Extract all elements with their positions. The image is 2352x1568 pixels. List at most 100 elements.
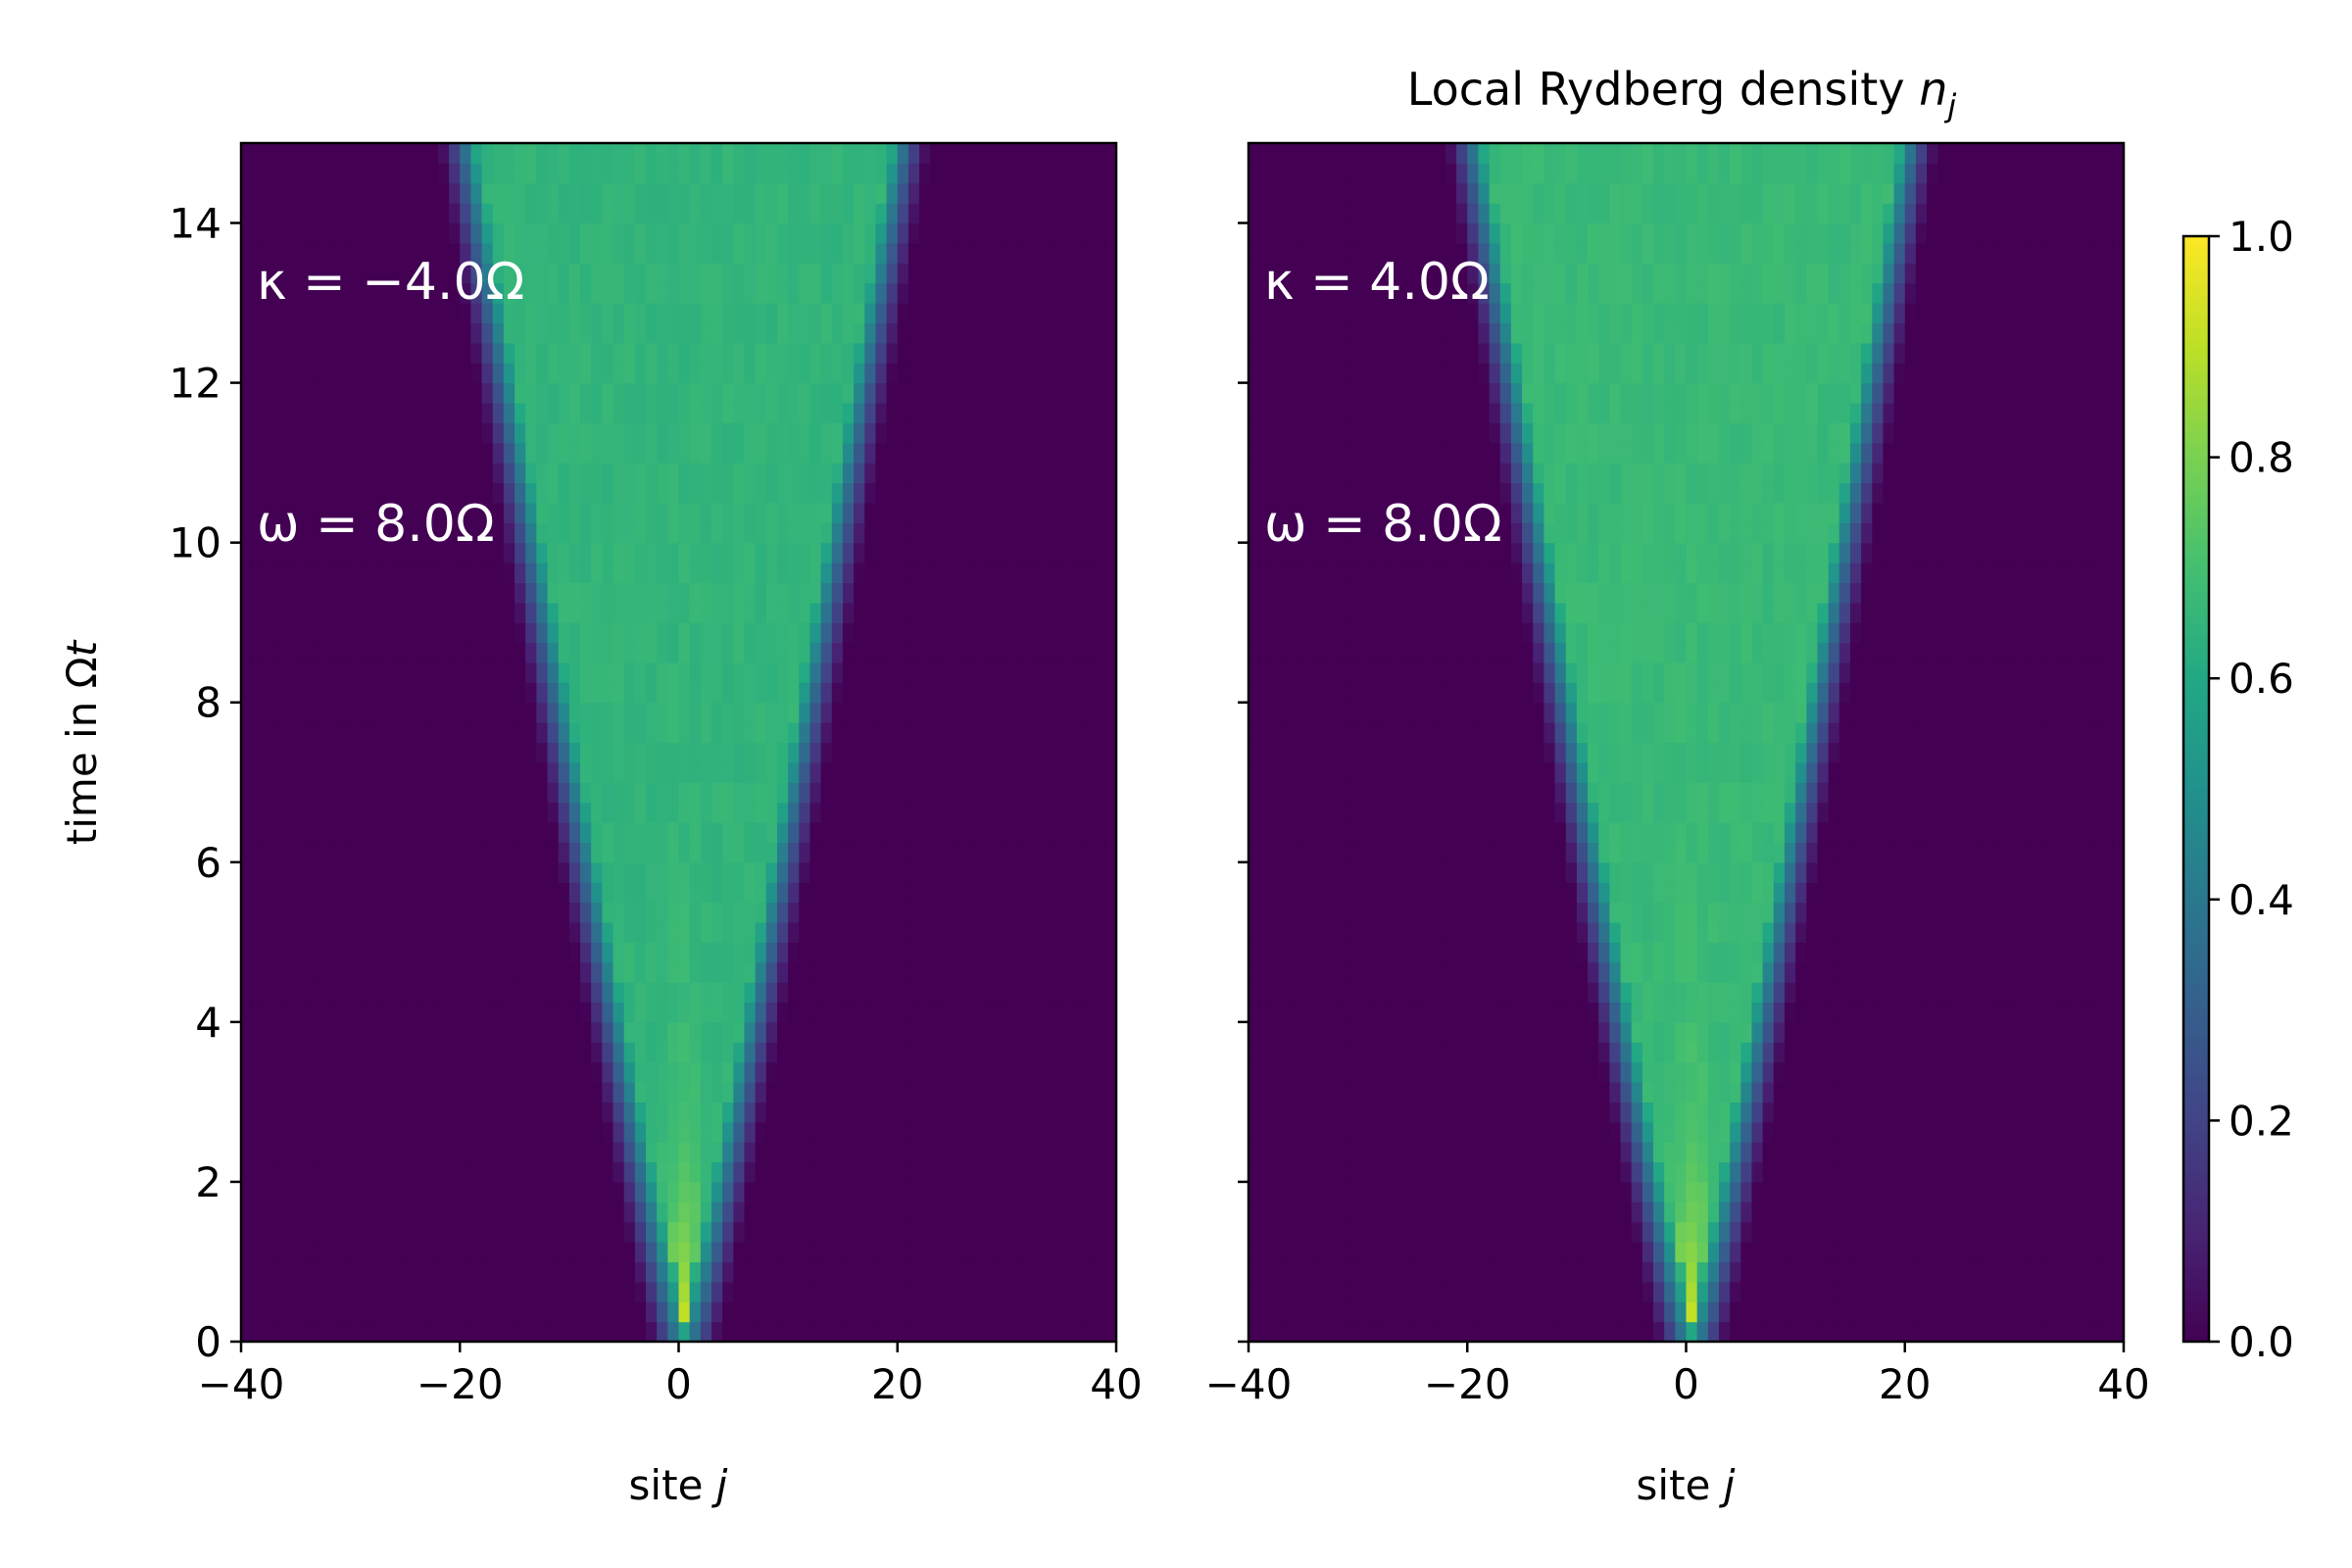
heatmap-cell	[416, 1082, 428, 1102]
heatmap-cell	[449, 1161, 461, 1183]
heatmap-cell	[492, 822, 505, 844]
heatmap-cell	[318, 382, 329, 404]
heatmap-cell	[416, 902, 428, 923]
heatmap-cell	[788, 761, 800, 783]
heatmap-cell	[623, 1321, 636, 1343]
heatmap-cell	[383, 182, 395, 204]
heatmap-cell	[897, 722, 909, 744]
heatmap-cell	[722, 1042, 734, 1063]
heatmap-cell	[580, 363, 592, 384]
heatmap-cell	[339, 842, 352, 863]
heatmap-cell	[350, 902, 363, 923]
heatmap-cell	[744, 982, 757, 1004]
heatmap-cell	[952, 582, 964, 604]
heatmap-cell	[875, 942, 888, 963]
heatmap-cell	[831, 342, 844, 364]
heatmap-cell	[383, 1042, 395, 1063]
heatmap-cell	[897, 902, 909, 923]
heatmap-cell	[799, 702, 811, 723]
heatmap-cell	[437, 463, 450, 484]
heatmap-cell	[405, 482, 417, 504]
heatmap-cell	[241, 1301, 253, 1323]
heatmap-cell	[678, 502, 691, 523]
heatmap-cell	[809, 822, 822, 844]
heatmap-cell	[1094, 163, 1106, 184]
heatmap-cell	[394, 342, 407, 364]
heatmap-cell	[263, 961, 275, 983]
heatmap-cell	[1104, 1281, 1117, 1302]
heatmap-cell	[985, 163, 997, 184]
heatmap-cell	[536, 1121, 549, 1143]
heatmap-cell	[1039, 961, 1052, 983]
heatmap-cell	[1051, 921, 1062, 943]
heatmap-cell	[426, 1061, 439, 1083]
heatmap-cell	[854, 902, 865, 923]
heatmap-cell	[700, 1002, 712, 1023]
heatmap-cell	[788, 182, 800, 204]
heatmap-cell	[405, 902, 417, 923]
heatmap-cell	[623, 882, 636, 904]
heatmap-cell	[536, 702, 549, 723]
heatmap-cell	[854, 203, 865, 224]
heatmap-cell	[481, 921, 494, 943]
heatmap-cell	[1686, 1321, 1698, 1343]
heatmap-cell	[788, 702, 800, 723]
heatmap-cell	[394, 1021, 407, 1043]
heatmap-cell	[930, 522, 942, 544]
heatmap-cell	[634, 1042, 647, 1063]
heatmap-cell	[580, 502, 592, 523]
heatmap-cell	[820, 602, 833, 623]
heatmap-cell	[602, 1221, 614, 1243]
heatmap-cell	[1061, 263, 1073, 284]
heatmap-cell	[514, 942, 526, 963]
heatmap-cell	[919, 222, 931, 244]
heatmap-cell	[667, 1121, 680, 1143]
heatmap-cell	[1061, 242, 1073, 264]
heatmap-cell	[252, 882, 264, 904]
heatmap-cell	[405, 143, 417, 164]
heatmap-cell	[623, 222, 636, 244]
heatmap-cell	[820, 1021, 833, 1043]
heatmap-cell	[842, 942, 855, 963]
heatmap-cell	[416, 961, 428, 983]
heatmap-cell	[930, 1281, 942, 1302]
heatmap-cell	[733, 582, 746, 604]
heatmap-cell	[295, 802, 308, 823]
heatmap-cell	[492, 263, 505, 284]
heatmap-cell	[842, 902, 855, 923]
heatmap-cell	[667, 1321, 680, 1343]
heatmap-cell	[875, 682, 888, 704]
heatmap-cell	[634, 402, 647, 423]
heatmap-cell	[1094, 342, 1106, 364]
heatmap-cell	[700, 1102, 712, 1123]
heatmap-cell	[776, 322, 789, 344]
heatmap-cell	[525, 842, 537, 863]
heatmap-cell	[765, 1161, 778, 1183]
heatmap-cell	[437, 222, 450, 244]
heatmap-cell	[591, 1021, 603, 1043]
heatmap-cell	[875, 722, 888, 744]
heatmap-cell	[318, 682, 329, 704]
heatmap-cell	[941, 242, 954, 264]
heatmap-cell	[1017, 1321, 1030, 1343]
heatmap-cell	[886, 622, 899, 644]
heatmap-cell	[886, 522, 899, 544]
heatmap-cell	[1072, 263, 1085, 284]
heatmap-cell	[623, 702, 636, 723]
heatmap-cell	[394, 422, 407, 444]
heatmap-cell	[361, 1321, 373, 1343]
heatmap-cell	[405, 622, 417, 644]
heatmap-cell	[241, 642, 253, 663]
heatmap-cell	[547, 502, 560, 523]
heatmap-cell	[897, 363, 909, 384]
heatmap-cell	[996, 1042, 1007, 1063]
heatmap-cell	[722, 422, 734, 444]
heatmap-cell	[678, 402, 691, 423]
heatmap-cell	[263, 482, 275, 504]
heatmap-cell	[383, 982, 395, 1004]
heatmap-cell	[328, 163, 341, 184]
heatmap-cell	[941, 143, 954, 164]
heatmap-cell	[1094, 961, 1106, 983]
heatmap-cell	[339, 143, 352, 164]
heatmap-cell	[744, 363, 757, 384]
